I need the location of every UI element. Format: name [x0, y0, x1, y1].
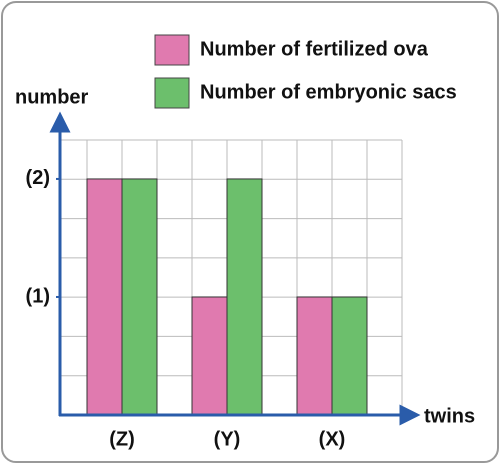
bar	[226, 178, 263, 416]
bars	[86, 178, 368, 416]
x-tick-label: (Y)	[214, 428, 241, 450]
y-tick-label: (1)	[26, 285, 50, 307]
bar	[86, 178, 123, 416]
legend-label: Number of embryonic sacs	[200, 81, 457, 103]
y-axis-label: number	[15, 86, 89, 108]
bar	[121, 178, 158, 416]
bar	[191, 296, 228, 416]
legend-swatch	[154, 34, 190, 66]
bar	[331, 296, 368, 416]
x-axis-label: twins	[424, 405, 475, 427]
legend-label: Number of fertilized ova	[200, 38, 429, 60]
legend-swatch	[154, 77, 190, 109]
x-tick-label: (X)	[319, 428, 346, 450]
x-tick-label: (Z)	[109, 428, 135, 450]
bar	[296, 296, 333, 416]
y-tick-label: (2)	[26, 167, 50, 189]
